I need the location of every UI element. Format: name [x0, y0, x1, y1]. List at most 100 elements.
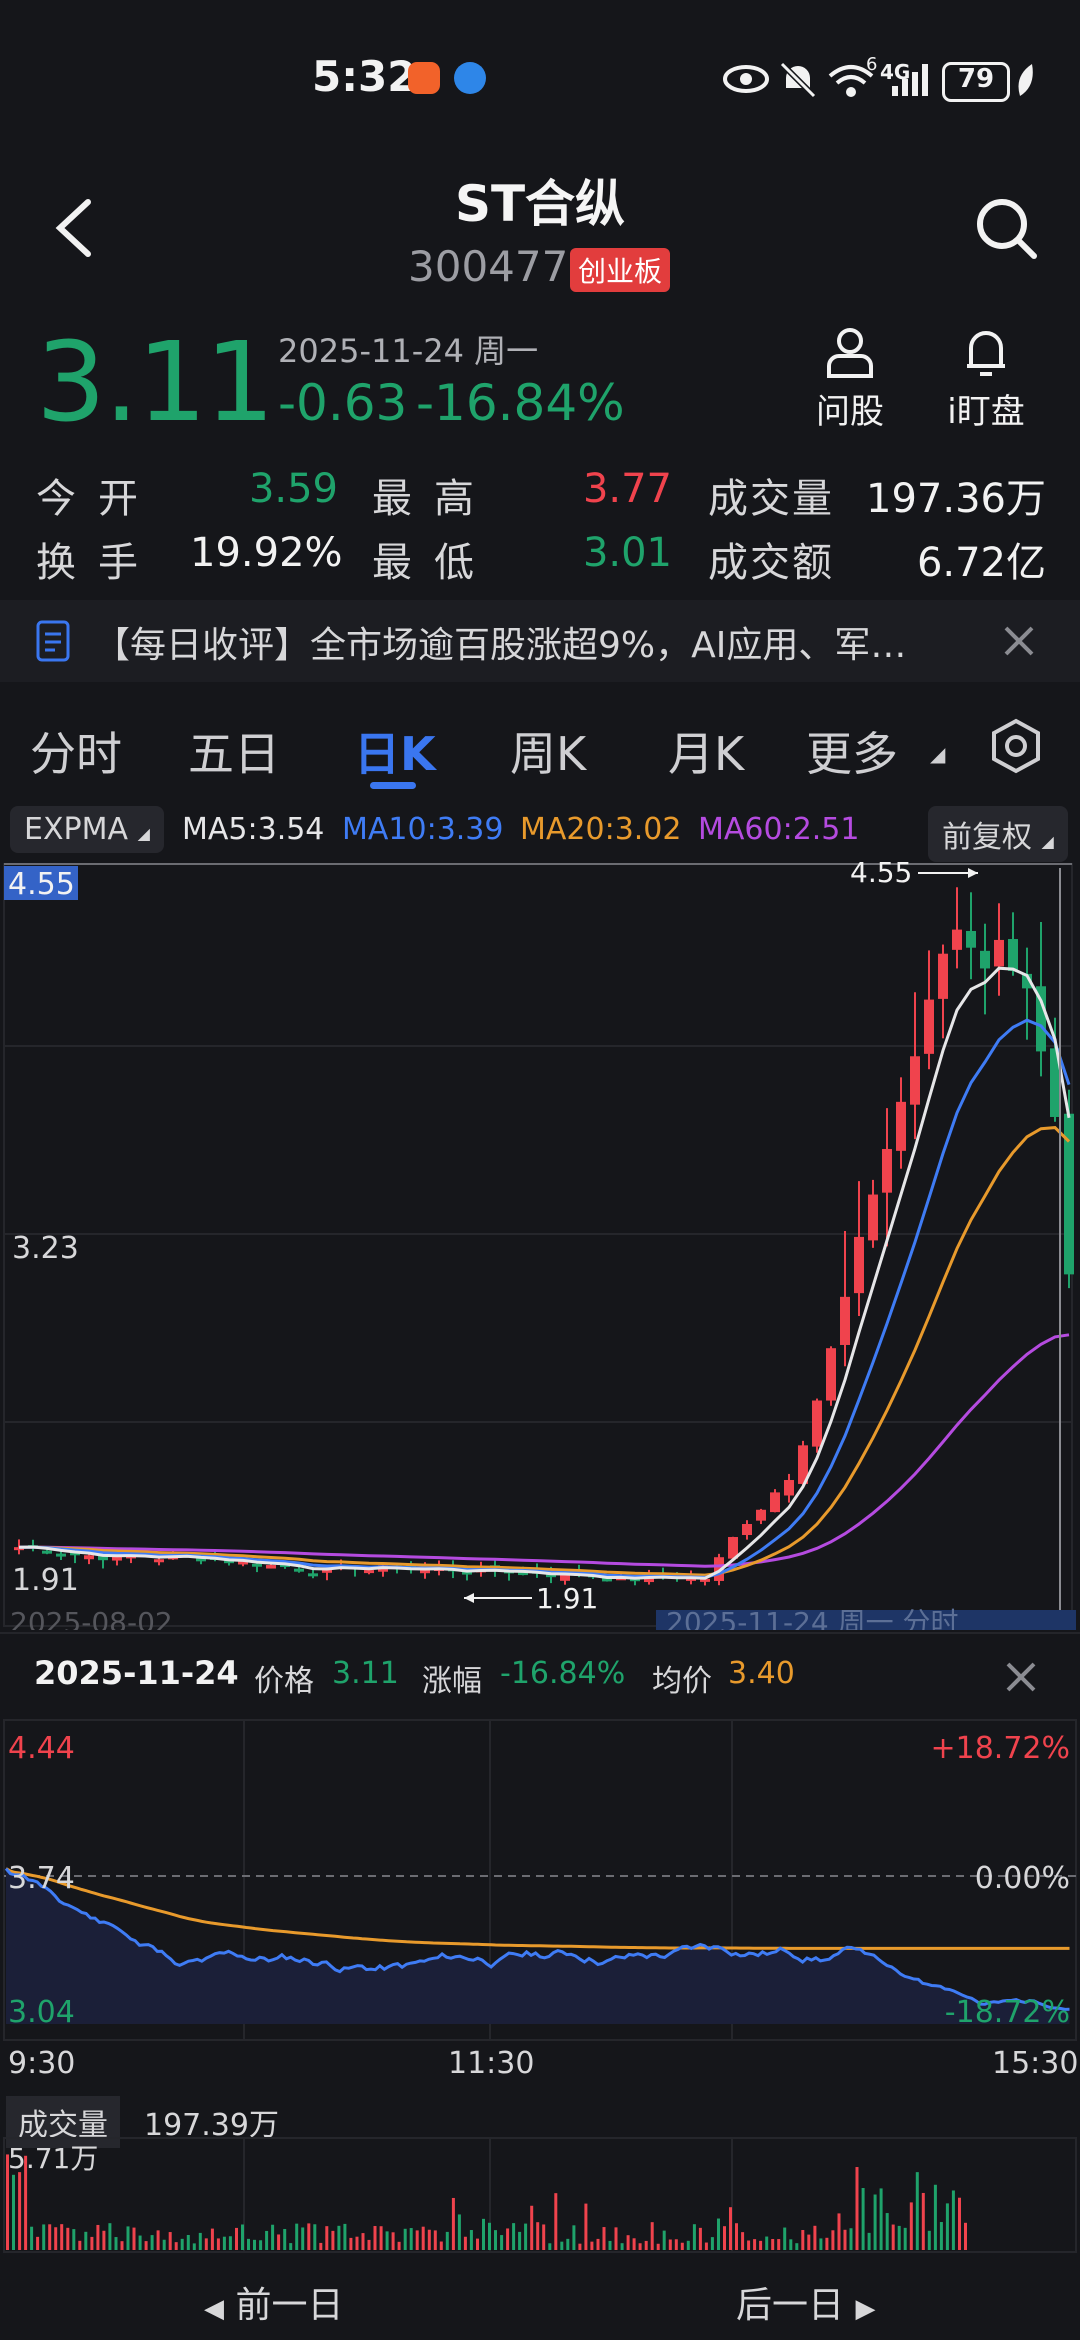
settings-icon[interactable]	[988, 718, 1044, 774]
volume-bar	[48, 2224, 52, 2250]
adjust-selector[interactable]: 前复权 ◢	[928, 806, 1068, 862]
kline-chart[interactable]: 4.55 3.23 1.91 4.55 1.91 2025-08-02 2025…	[0, 860, 1080, 1630]
volume-chart[interactable]: 5.71万	[0, 2136, 1080, 2254]
candle-body	[938, 953, 948, 999]
intraday-price-area	[6, 1868, 1070, 2024]
volume-bar	[216, 2238, 220, 2250]
intraday-pct-low: -18.72%	[945, 1995, 1070, 2030]
volume-bar	[512, 2223, 516, 2250]
volume-bar	[807, 2234, 811, 2250]
volume-bar	[18, 2172, 22, 2250]
volume-bar	[638, 2243, 642, 2250]
volume-bar	[584, 2203, 588, 2250]
volume-bar	[174, 2242, 178, 2250]
watch-button[interactable]: i盯盘	[936, 326, 1036, 433]
stat-value: 3.77	[582, 466, 672, 512]
price-change: -0.63	[278, 374, 408, 432]
ask-stock-button[interactable]: 问股	[810, 326, 890, 433]
volume-bar	[337, 2225, 341, 2250]
candle-body	[1008, 939, 1018, 971]
candle-body	[770, 1492, 780, 1513]
volume-bar	[596, 2238, 600, 2250]
volume-bar	[241, 2224, 244, 2250]
volume-bar	[90, 2236, 94, 2250]
search-icon[interactable]	[974, 196, 1040, 262]
candle-body	[756, 1509, 766, 1521]
volume-bar	[753, 2239, 757, 2250]
volume-bar	[849, 2228, 853, 2250]
tab-daily-k[interactable]: 日K	[354, 727, 436, 781]
volume-bar	[138, 2235, 142, 2250]
kline-start-date: 2025-08-02	[10, 1606, 173, 1630]
tab-intraday[interactable]: 分时	[30, 727, 122, 781]
candle-body	[882, 1148, 892, 1193]
tab-more[interactable]: 更多	[806, 727, 898, 781]
tab-weekly-k[interactable]: 周K	[510, 727, 587, 781]
candle-body	[98, 1555, 108, 1561]
candle-body	[56, 1553, 66, 1557]
volume-bar	[168, 2232, 172, 2250]
active-tab-indicator	[370, 782, 416, 789]
volume-bar	[343, 2223, 347, 2250]
stat-value: 6.72亿	[916, 540, 1046, 586]
y-top-highlight	[4, 866, 78, 900]
volume-bar	[572, 2225, 576, 2250]
app-notification-icon-2	[454, 62, 486, 94]
candle-body	[686, 1577, 696, 1581]
volume-bar	[566, 2238, 570, 2250]
candle-body	[980, 950, 990, 969]
volume-bar	[819, 2238, 823, 2250]
volume-bar	[30, 2226, 34, 2250]
candle-body	[1064, 1113, 1074, 1275]
time-end: 15:30	[992, 2046, 1079, 2081]
close-intraday-icon[interactable]	[1004, 1660, 1038, 1694]
volume-bar	[759, 2240, 763, 2250]
volume-bar	[409, 2228, 413, 2250]
volume-bar	[530, 2205, 534, 2250]
volume-bar	[801, 2230, 805, 2250]
volume-bar	[198, 2232, 202, 2250]
prev-day-button[interactable]: ◀ 前一日	[204, 2276, 343, 2328]
ask-stock-label: 问股	[816, 392, 884, 432]
candle-body	[742, 1524, 752, 1536]
stat-label: 换手	[36, 540, 160, 586]
candle-body	[14, 1547, 24, 1551]
news-text: 【每日收评】全市场逾百股涨超9%，AI应用、军…	[94, 625, 907, 666]
candle-body	[154, 1559, 164, 1563]
back-icon[interactable]	[50, 196, 100, 260]
volume-bar	[897, 2225, 901, 2250]
battery-level: 79	[957, 64, 995, 94]
volume-bar	[126, 2226, 130, 2250]
kline-candles	[14, 887, 1074, 1586]
candle-body	[728, 1537, 738, 1559]
volume-bar	[488, 2222, 491, 2250]
current-price: 3.11	[36, 318, 275, 446]
volume-bar	[891, 2224, 895, 2250]
intraday-avg: 3.40	[728, 1656, 795, 1691]
ma10-value: MA10:3.39	[342, 812, 504, 847]
volume-bar	[469, 2230, 473, 2250]
volume-bar	[915, 2172, 919, 2250]
close-icon[interactable]	[1002, 624, 1036, 658]
tab-monthly-k[interactable]: 月K	[668, 727, 745, 781]
volume-bar	[156, 2230, 160, 2250]
indicator-selector[interactable]: EXPMA ◢	[10, 806, 164, 853]
volume-bar	[60, 2224, 64, 2250]
volume-bar	[114, 2237, 118, 2250]
stat-label: 今开	[36, 476, 160, 522]
volume-bar	[964, 2222, 967, 2250]
volume-bar	[789, 2239, 793, 2250]
ma60-line	[18, 1333, 1070, 1568]
candle-body	[966, 930, 976, 948]
candle-body	[644, 1576, 654, 1583]
volume-bar	[319, 2242, 323, 2250]
news-banner[interactable]: 【每日收评】全市场逾百股涨超9%，AI应用、军…	[0, 600, 1080, 682]
intraday-chart[interactable]: 4.44 3.74 3.04 +18.72% 0.00% -18.72%	[0, 1716, 1080, 2062]
adjust-selector-label: 前复权	[942, 820, 1032, 855]
tab-five-day[interactable]: 五日	[188, 727, 280, 781]
indicator-selector-label: EXPMA	[24, 812, 129, 847]
candle-body	[854, 1236, 864, 1294]
candle-body	[308, 1573, 318, 1577]
intraday-price: 3.11	[332, 1656, 399, 1691]
next-day-button[interactable]: 后一日 ▶	[736, 2276, 875, 2328]
